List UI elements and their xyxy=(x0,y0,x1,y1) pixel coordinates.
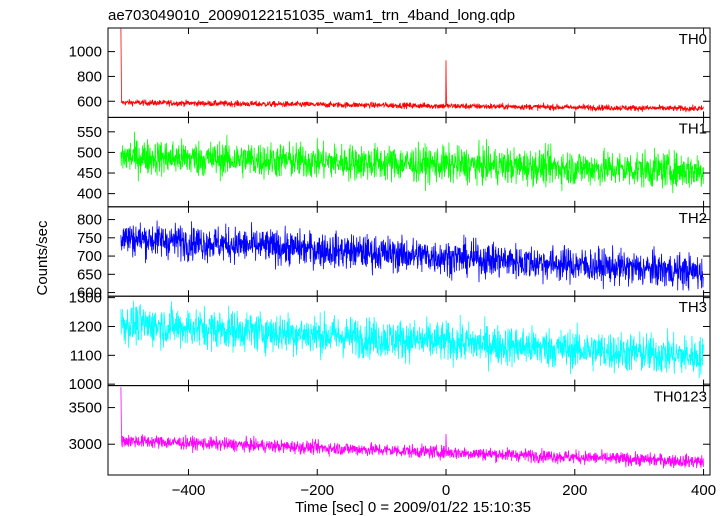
panel-label-th0123: TH0123 xyxy=(654,389,707,406)
panel-frame-th0123 xyxy=(107,385,711,476)
x-tick-label: 0 xyxy=(442,482,450,499)
y-tick-label-th0: 1000 xyxy=(69,44,102,61)
y-tick-label-th2: 600 xyxy=(77,285,102,302)
x-tick-label: −200 xyxy=(300,482,334,499)
panel-th3: 1000 1100 1200 1300 TH3 xyxy=(69,290,711,393)
y-axis-label: Counts/sec xyxy=(34,220,51,296)
y-tick-label-th1: 500 xyxy=(77,144,102,161)
panel-label-th1: TH1 xyxy=(679,120,707,137)
panel-label-th0: TH0 xyxy=(679,31,707,48)
y-tick-label-th0123: 3500 xyxy=(69,400,102,417)
y-tick-label-th3: 1300 xyxy=(69,290,102,307)
x-tick-label: 200 xyxy=(562,482,587,499)
y-tick-label-th2: 800 xyxy=(77,212,102,229)
x-tick-label: −400 xyxy=(172,482,206,499)
panel-th0: 600 800 1000 TH0 xyxy=(69,27,711,118)
y-tick-label-th2: 700 xyxy=(77,248,102,265)
panel-label-th3: TH3 xyxy=(679,299,707,316)
panels-group: 600 800 1000 TH0 400 450 500 550 TH1 600 650700750… xyxy=(69,27,716,499)
y-tick-label-th2: 750 xyxy=(77,230,102,247)
y-tick-label-th1: 400 xyxy=(77,186,102,203)
panel-th1: 400 450 500 550 TH1 xyxy=(77,116,711,208)
series-line-th3 xyxy=(120,300,704,379)
y-tick-label-th1: 450 xyxy=(77,165,102,182)
y-tick-label-th3: 1100 xyxy=(70,347,102,364)
y-tick-label-th3: 1200 xyxy=(69,318,102,335)
y-tick-label-th0: 800 xyxy=(77,68,102,85)
x-axis-label: Time [sec] 0 = 2009/01/22 15:10:35 xyxy=(295,499,531,516)
y-tick-label-th0123: 3000 xyxy=(69,436,102,453)
x-tick-label: 400 xyxy=(691,482,716,499)
series-line-th1 xyxy=(120,131,704,194)
series-line-th0123 xyxy=(120,387,704,469)
chart-title: ae703049010_20090122151035_wam1_trn_4ban… xyxy=(108,7,515,24)
y-tick-label-th1: 550 xyxy=(77,124,102,141)
series-line-th2 xyxy=(120,220,704,291)
y-tick-label-th2: 650 xyxy=(77,266,102,283)
panel-th0123: 3000 3500 TH0123 xyxy=(69,385,711,476)
y-tick-label-th3: 1000 xyxy=(69,376,102,393)
series-line-th0 xyxy=(120,28,704,113)
y-tick-label-th0: 600 xyxy=(77,93,102,110)
panel-label-th2: TH2 xyxy=(679,210,707,227)
